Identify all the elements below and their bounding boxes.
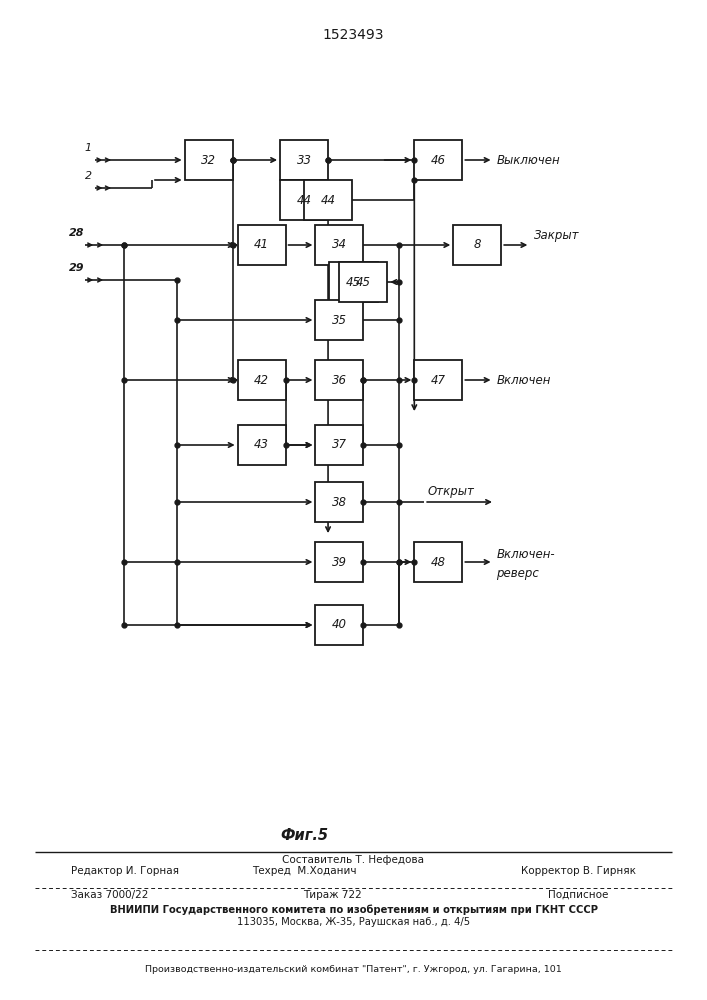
Bar — [185, 140, 233, 180]
Bar — [238, 360, 286, 400]
Text: 8: 8 — [474, 238, 481, 251]
Text: 38: 38 — [332, 495, 347, 508]
Bar — [280, 140, 328, 180]
Text: 45: 45 — [356, 275, 371, 288]
Text: Закрыт: Закрыт — [534, 229, 579, 241]
Text: 48: 48 — [431, 556, 446, 568]
Bar — [414, 140, 462, 180]
Text: реверс: реверс — [496, 568, 539, 580]
Text: 29: 29 — [69, 263, 85, 273]
Text: 36: 36 — [332, 373, 347, 386]
Bar — [315, 482, 363, 522]
Bar — [238, 225, 286, 265]
Text: 44: 44 — [320, 194, 336, 207]
Bar — [315, 605, 363, 645]
Text: Редактор И. Горная: Редактор И. Горная — [71, 866, 179, 876]
Text: Составитель Т. Нефедова: Составитель Т. Нефедова — [283, 855, 424, 865]
Text: 1523493: 1523493 — [323, 28, 384, 42]
Text: Техред  М.Хoданич: Техред М.Хoданич — [252, 866, 356, 876]
Text: Подписное: Подписное — [548, 890, 608, 900]
Text: 37: 37 — [332, 438, 347, 452]
Text: 40: 40 — [332, 618, 347, 632]
Text: Открыт: Открыт — [428, 486, 474, 498]
Bar — [329, 262, 378, 302]
Text: 41: 41 — [254, 238, 269, 251]
Bar — [315, 360, 363, 400]
Text: Включен-: Включен- — [496, 548, 555, 560]
Bar — [315, 225, 363, 265]
Bar — [280, 180, 328, 220]
Text: Включен: Включен — [496, 373, 551, 386]
Text: Производственно-издательский комбинат "Патент", г. Ужгород, ул. Гагарина, 101: Производственно-издательский комбинат "П… — [145, 966, 562, 974]
Text: Тираж 722: Тираж 722 — [303, 890, 362, 900]
Text: 39: 39 — [332, 556, 347, 568]
Text: 46: 46 — [431, 153, 446, 166]
Text: ВНИИПИ Государственного комитета по изобретениям и открытиям при ГКНТ СССР: ВНИИПИ Государственного комитета по изоб… — [110, 905, 597, 915]
Text: 32: 32 — [201, 153, 216, 166]
Bar — [304, 180, 352, 220]
Text: 35: 35 — [332, 314, 347, 326]
Bar — [315, 542, 363, 582]
Bar — [339, 262, 387, 302]
Bar — [414, 542, 462, 582]
Text: Корректор В. Гирняк: Корректор В. Гирняк — [521, 866, 636, 876]
Text: 45: 45 — [346, 275, 361, 288]
Text: 1: 1 — [85, 143, 92, 153]
Text: 43: 43 — [254, 438, 269, 452]
Text: 113035, Москва, Ж-35, Раушская наб., д. 4/5: 113035, Москва, Ж-35, Раушская наб., д. … — [237, 917, 470, 927]
Text: Выключен: Выключен — [496, 153, 560, 166]
Text: 47: 47 — [431, 373, 446, 386]
Text: 34: 34 — [332, 238, 347, 251]
Text: Заказ 7000/22: Заказ 7000/22 — [71, 890, 148, 900]
Bar — [238, 425, 286, 465]
Text: 33: 33 — [296, 153, 312, 166]
Text: 44: 44 — [296, 194, 312, 207]
Text: 42: 42 — [254, 373, 269, 386]
Text: 28: 28 — [69, 228, 85, 238]
Bar — [315, 300, 363, 340]
Text: Фиг.5: Фиг.5 — [280, 828, 328, 842]
Bar — [453, 225, 501, 265]
Text: 2: 2 — [85, 171, 92, 181]
Bar — [315, 425, 363, 465]
Bar — [414, 360, 462, 400]
